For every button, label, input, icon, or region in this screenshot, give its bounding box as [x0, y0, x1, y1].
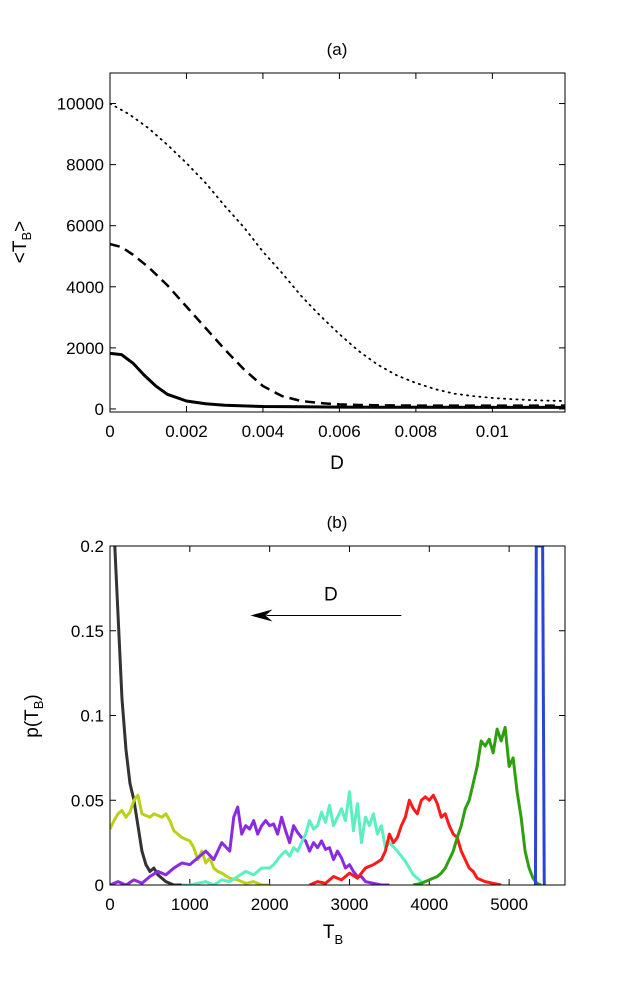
panel-a-ylabel: <TB>: [10, 221, 34, 263]
series-green: [413, 725, 542, 885]
panel-a-series: [110, 102, 565, 409]
x-tick-label: 0.004: [242, 422, 285, 441]
x-tick-label: 0.01: [476, 422, 509, 441]
panel-b-ylabel-main: p(T: [22, 709, 43, 738]
panel-b-axes-box: [109, 545, 566, 886]
arrow-label: D: [324, 584, 338, 605]
y-tick-label: 0: [95, 400, 104, 419]
x-tick-label: 3000: [331, 895, 369, 914]
y-tick-label: 8000: [66, 156, 104, 175]
series-dotted: [110, 102, 565, 402]
x-tick-label: 0: [105, 422, 114, 441]
panel-b: (b) 0 1000 2000 3000 4000 5000 0 0.05 0.1 0.15 0.2…: [22, 513, 566, 947]
panel-b-xlabel-sub: B: [334, 932, 343, 947]
series-blue: [533, 546, 546, 885]
panel-a-ylabel-main: <T: [10, 240, 31, 263]
y-tick-label: 2000: [66, 339, 104, 358]
y-tick-label: 0.15: [71, 622, 104, 641]
y-tick-label: 4000: [66, 278, 104, 297]
panel-a-ticks: 0 0.002 0.004 0.006 0.008 0.01 0 2000 4000 6000 80…: [57, 73, 565, 441]
x-tick-label: 2000: [251, 895, 289, 914]
y-tick-label: 0.1: [80, 707, 104, 726]
x-tick-label: 1000: [171, 895, 209, 914]
panel-b-xlabel: TB: [323, 922, 343, 947]
arrow-head-icon: [250, 609, 273, 622]
panel-b-annotation: D: [250, 584, 402, 622]
panel-b-ylabel-sub: B: [31, 701, 46, 710]
x-tick-label: 0.002: [165, 422, 208, 441]
x-tick-label: 0.006: [318, 422, 361, 441]
panel-a: (a) 0 0.002 0.004 0.006 0.008 0.01 0 2000 4000 60…: [10, 40, 566, 474]
series-purple: [110, 805, 390, 885]
panel-a-xlabel: D: [330, 453, 344, 474]
x-tick-label: 0: [105, 895, 114, 914]
series-yellow-green: [110, 793, 270, 885]
y-tick-label: 0.2: [80, 537, 104, 556]
panel-b-title: (b): [327, 513, 348, 532]
panel-b-ylabel-close: ): [22, 694, 43, 700]
series-dark-gray: [113, 546, 182, 885]
x-tick-label: 0.008: [395, 422, 438, 441]
series-solid: [110, 351, 565, 409]
panel-b-xlabel-main: T: [323, 922, 335, 943]
panel-b-ticks: 0 1000 2000 3000 4000 5000 0 0.05 0.1 0.15 0.2: [71, 537, 565, 914]
panel-a-ylabel-sub: B: [19, 232, 34, 241]
series-red: [308, 793, 502, 885]
series-dashed: [110, 242, 565, 407]
series-aquamarine: [181, 790, 423, 885]
y-tick-label: 10000: [57, 95, 104, 114]
y-tick-label: 6000: [66, 217, 104, 236]
panel-a-ylabel-close: >: [10, 221, 31, 232]
panel-a-title: (a): [327, 40, 348, 59]
panel-a-axes-box: [109, 72, 566, 413]
x-tick-label: 5000: [490, 895, 528, 914]
y-tick-label: 0: [95, 876, 104, 895]
panel-b-series: [110, 546, 546, 885]
y-tick-label: 0.05: [71, 791, 104, 810]
x-tick-label: 4000: [410, 895, 448, 914]
panel-b-ylabel: p(TB): [22, 694, 46, 738]
